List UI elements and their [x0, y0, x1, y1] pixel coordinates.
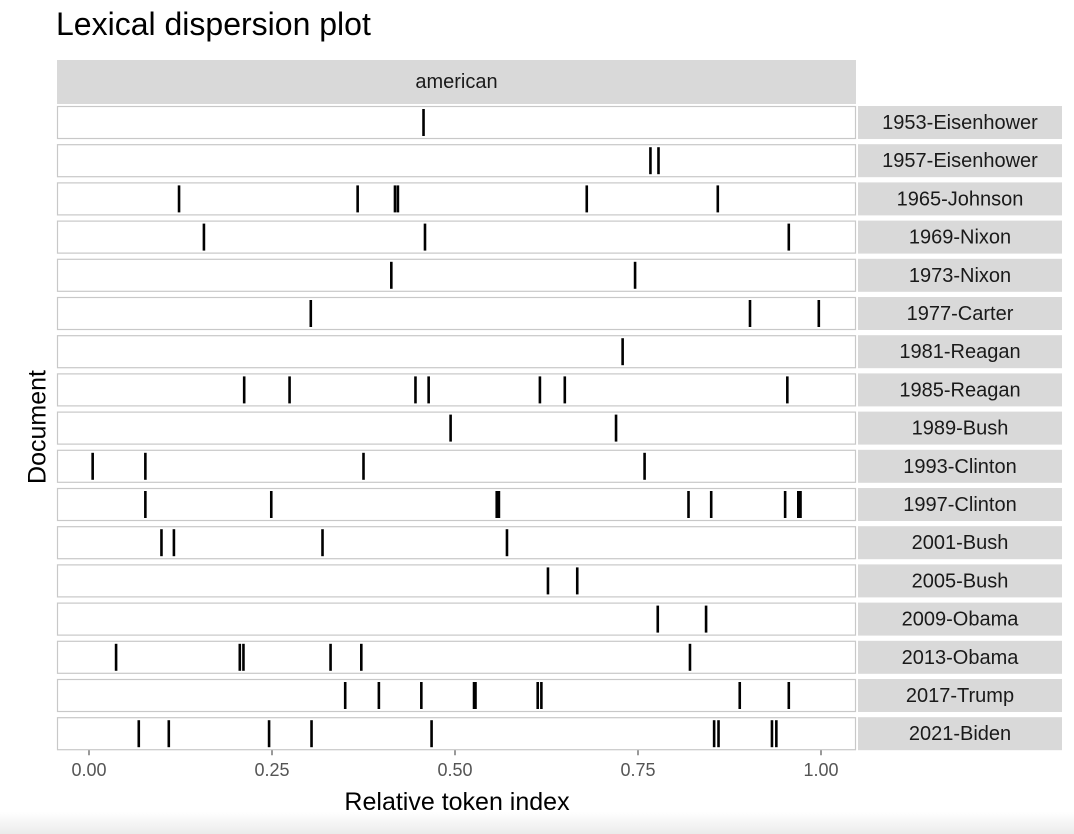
row-label-strip [858, 640, 1062, 674]
row-label: 1957-Eisenhower [882, 150, 1038, 172]
x-tick-label: 0.75 [620, 760, 655, 780]
row-label: 1985-Reagan [899, 379, 1020, 401]
row-panel [56, 602, 857, 636]
row-panel [56, 640, 857, 674]
row-label-strip [858, 258, 1062, 292]
row-panel [56, 220, 857, 254]
x-tick-label: 0.25 [254, 760, 289, 780]
row-panel [56, 296, 857, 331]
row-label: 1965-Johnson [897, 188, 1024, 210]
row-label-strip [858, 488, 1062, 521]
row-label: 1953-Eisenhower [882, 112, 1038, 134]
row-label: 2005-Bush [912, 570, 1009, 592]
chart-title: Lexical dispersion plot [56, 6, 371, 42]
footer-band [0, 812, 1074, 834]
row-panel [56, 258, 857, 292]
row-label-strip [858, 182, 1062, 216]
row-label: 1997-Clinton [903, 494, 1016, 516]
row-label-strip [858, 411, 1062, 445]
row-label-strip [858, 144, 1062, 178]
row-label-strip [858, 564, 1062, 598]
row-label: 1981-Reagan [899, 341, 1020, 363]
row-panel [56, 487, 857, 522]
row-label: 1993-Clinton [903, 456, 1016, 478]
row-label-strip [858, 717, 1062, 751]
row-label: 1973-Nixon [909, 265, 1011, 287]
row-panel [56, 182, 857, 216]
row-panel [56, 335, 857, 369]
row-label-strip [858, 106, 1062, 139]
row-panel [56, 411, 857, 445]
row-panel [56, 449, 857, 483]
facet-label: american [415, 70, 498, 93]
row-label: 2021-Biden [909, 723, 1011, 745]
row-label: 2013-Obama [902, 647, 1020, 669]
row-panel [56, 678, 857, 713]
row-label: 2001-Bush [912, 532, 1009, 554]
facet-strip: american [57, 60, 856, 104]
row-label-strip [858, 602, 1062, 636]
row-label-strip [858, 373, 1062, 407]
row-label-strip [858, 526, 1062, 560]
row-panel [56, 526, 857, 560]
row-label-strip [858, 679, 1062, 712]
row-panel [56, 373, 857, 407]
row-label-strip [858, 335, 1062, 369]
x-axis-title: Relative token index [344, 788, 570, 816]
x-tick-label: 1.00 [803, 760, 838, 780]
row-label: 1989-Bush [912, 418, 1009, 440]
row-panel [56, 564, 857, 598]
row-panel [56, 144, 857, 178]
x-tick-label: 0.00 [71, 760, 106, 780]
row-label-strip [858, 449, 1062, 483]
row-panel [56, 717, 857, 751]
row-label: 2009-Obama [902, 609, 1020, 631]
row-label-strip [858, 297, 1062, 330]
x-tick-label: 0.50 [437, 760, 472, 780]
row-label: 1977-Carter [907, 303, 1014, 325]
row-panel [56, 105, 857, 140]
row-label: 1969-Nixon [909, 227, 1011, 249]
y-axis-title: Document [23, 370, 52, 484]
row-label-strip [858, 220, 1062, 254]
row-label: 2017-Trump [906, 685, 1014, 707]
